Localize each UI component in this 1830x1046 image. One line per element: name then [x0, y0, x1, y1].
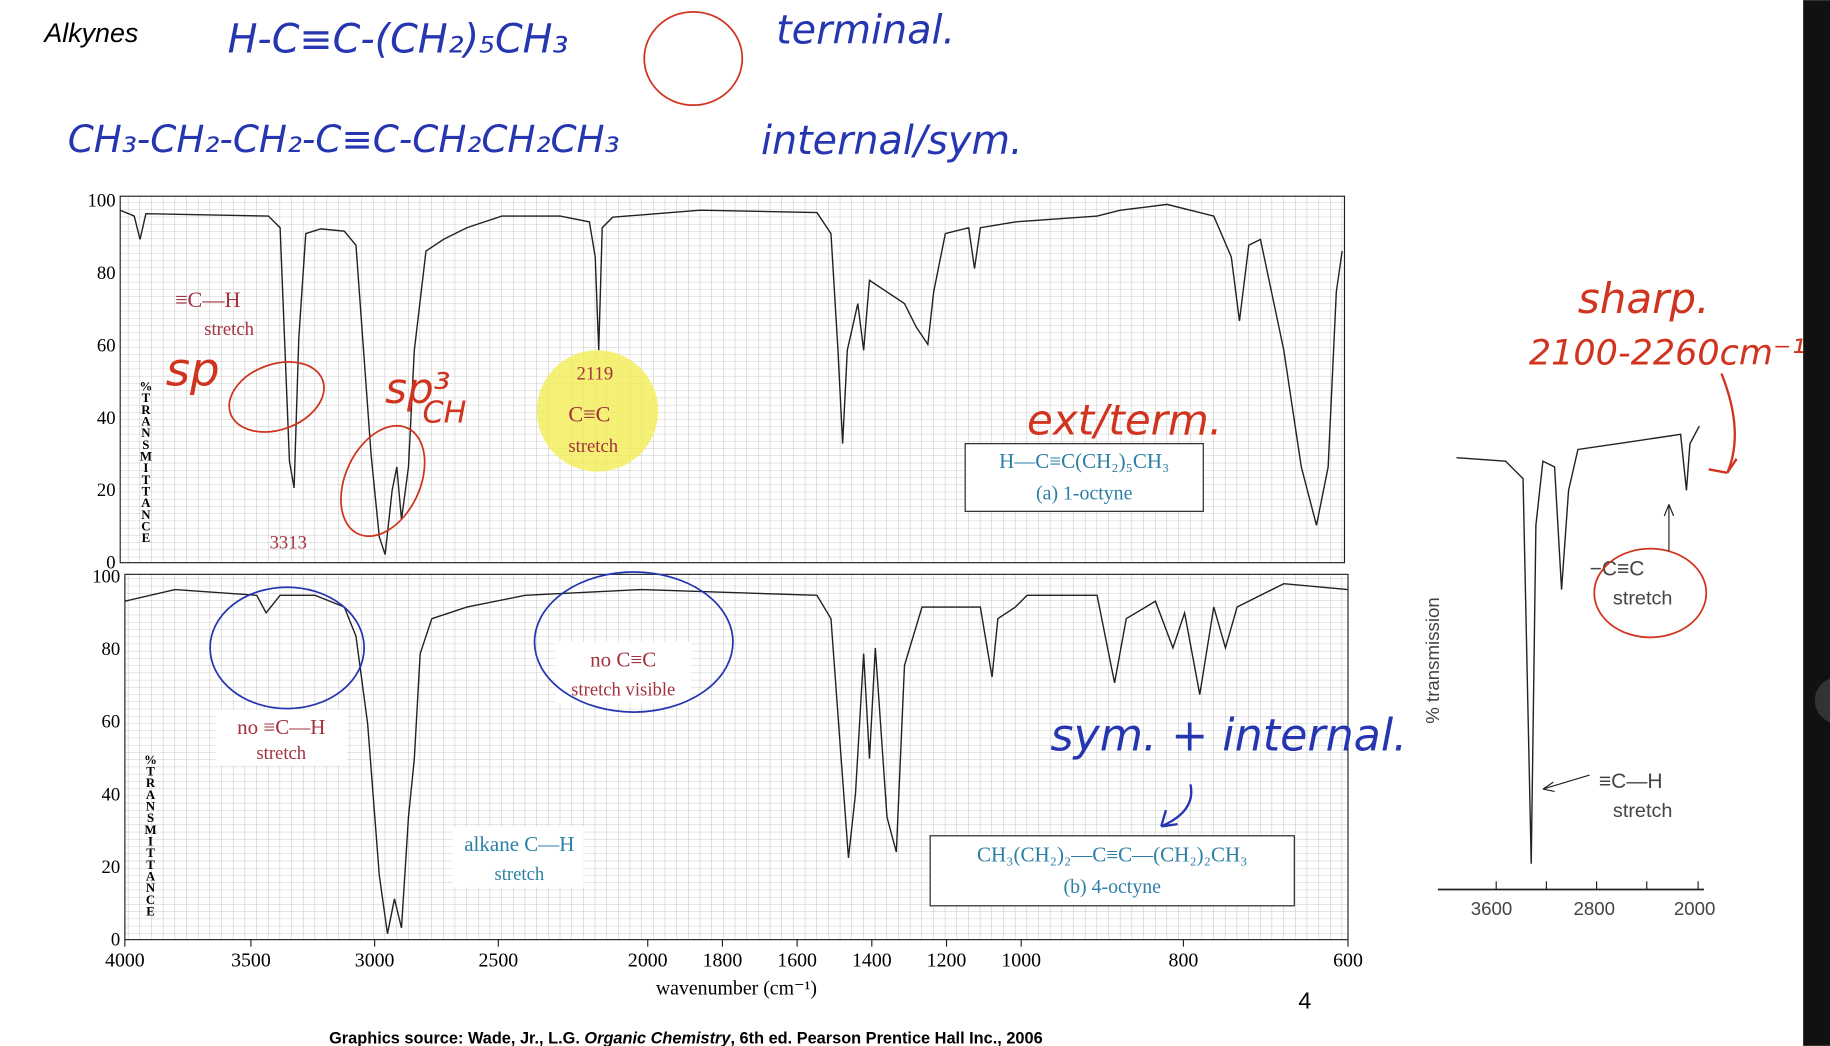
x-tick-label: 800 — [1169, 949, 1199, 971]
side-button — [1814, 678, 1830, 723]
inset: sharp. 2100-2260cm⁻¹ % transmission −C≡C… — [1422, 274, 1805, 919]
inset-y-label: % transmission — [1422, 597, 1443, 724]
circle — [1593, 547, 1708, 639]
annotation: stretch — [568, 436, 618, 457]
y-tick-label: 100 — [88, 191, 116, 212]
y-axis-label: %TRANSMITTANCE — [144, 753, 158, 916]
y-tick-label: 40 — [102, 784, 121, 805]
circle — [228, 361, 325, 433]
x-tick-label: 3000 — [355, 949, 395, 971]
inset-tick-label: 3600 — [1471, 898, 1513, 919]
y-axis-label: %TRANSMITTANCE — [139, 379, 153, 542]
x-tick-label: 3500 — [231, 949, 271, 971]
note: sp³ — [385, 364, 450, 413]
page-number: 4 — [1298, 988, 1311, 1014]
note: terminal. — [776, 7, 955, 53]
compound-name: (a) 1-octyne — [1036, 483, 1133, 505]
y-tick-label: 20 — [97, 480, 116, 501]
x-tick-label: 1400 — [852, 949, 892, 971]
annotation: stretch — [494, 864, 544, 885]
circle — [533, 571, 734, 713]
y-tick-label: 100 — [92, 567, 120, 588]
note: internal/sym. — [761, 118, 1023, 164]
compound: CH₃(CH₂)₂—C≡C—(CH₂)₂CH₃ — [977, 842, 1247, 866]
arrow — [1708, 373, 1738, 474]
circle — [340, 424, 426, 538]
inset-curve — [1456, 425, 1700, 864]
note: H-C≡C-(CH₂)₅CH₃ — [228, 17, 569, 63]
spectrum-a: %TRANSMITTANCE 100 80 60 40 20 0 ≡C—H stretch… — [88, 191, 1346, 574]
y-tick-label: 60 — [102, 712, 121, 733]
x-tick-label: 2500 — [479, 949, 519, 971]
y-tick-label: 80 — [102, 639, 121, 660]
compound-box — [929, 835, 1295, 907]
annotation: stretch — [1613, 800, 1673, 822]
note: 2100-2260cm⁻¹ — [1529, 333, 1806, 373]
spectrum-curve — [119, 203, 1343, 555]
note: sym. + internal. — [1050, 711, 1407, 762]
annotation: ≡C—H — [1599, 770, 1663, 793]
compound: H—C≡C(CH₂)₅CH₃ — [999, 449, 1169, 473]
arrow — [1663, 504, 1675, 552]
highlight — [536, 350, 659, 472]
x-tick-label: 600 — [1333, 949, 1363, 971]
note: CH — [422, 396, 466, 431]
note: ext/term. — [1027, 395, 1222, 444]
note: CH₃-CH₂-CH₂-C≡C-CH₂CH₂CH₃ — [68, 117, 620, 161]
side-bar — [1803, 0, 1830, 1046]
circle — [643, 10, 744, 107]
circle — [209, 586, 366, 710]
title: Alkynes — [42, 18, 138, 48]
x-axis-label: wavenumber (cm⁻¹) — [656, 978, 817, 1000]
y-tick-label: 40 — [97, 408, 116, 429]
label-bg — [555, 642, 691, 703]
spectrum-b: %TRANSMITTANCE 100 80 60 40 20 0 no ≡C—H stre… — [92, 567, 1407, 951]
label-bg — [452, 826, 584, 888]
annotation: alkane C—H — [464, 832, 574, 856]
annotation: C≡C — [568, 401, 610, 426]
label-bg — [215, 709, 347, 766]
note: sp — [166, 343, 220, 397]
annotation: −C≡C — [1590, 558, 1645, 581]
x-tick-label: 4000 — [105, 949, 145, 971]
footer: Graphics source: Wade, Jr., L.G. Organic… — [329, 1030, 1043, 1046]
y-tick-label: 0 — [106, 553, 115, 574]
arrow — [1160, 784, 1193, 828]
annotation: stretch — [1613, 588, 1673, 610]
y-tick-label: 0 — [111, 929, 120, 950]
annotation: 3313 — [270, 533, 307, 554]
y-tick-label: 20 — [102, 857, 121, 878]
inset-tick-label: 2800 — [1573, 898, 1615, 919]
inset-tick-label: 2000 — [1674, 898, 1716, 919]
x-tick-label: 1800 — [703, 949, 743, 971]
note: sharp. — [1578, 274, 1710, 323]
annotation: no ≡C—H — [237, 715, 325, 739]
compound-box — [964, 443, 1204, 512]
compound-name: (b) 4-octyne — [1064, 876, 1162, 898]
annotation: stretch — [204, 319, 254, 340]
y-tick-label: 80 — [97, 263, 116, 284]
x-tick-label: 2000 — [628, 949, 668, 971]
annotation: no C≡C — [590, 648, 656, 672]
y-tick-label: 60 — [97, 335, 116, 356]
annotation: stretch visible — [571, 680, 675, 701]
annotation: 2119 — [577, 363, 614, 384]
x-tick-label: 1000 — [1001, 949, 1041, 971]
annotation: stretch — [256, 743, 306, 764]
x-tick-label: 1200 — [927, 949, 967, 971]
annotation: ≡C—H — [175, 287, 240, 312]
x-tick-label: 1600 — [777, 949, 817, 971]
arrow — [1542, 774, 1590, 793]
spectrum-curve — [124, 582, 1349, 934]
